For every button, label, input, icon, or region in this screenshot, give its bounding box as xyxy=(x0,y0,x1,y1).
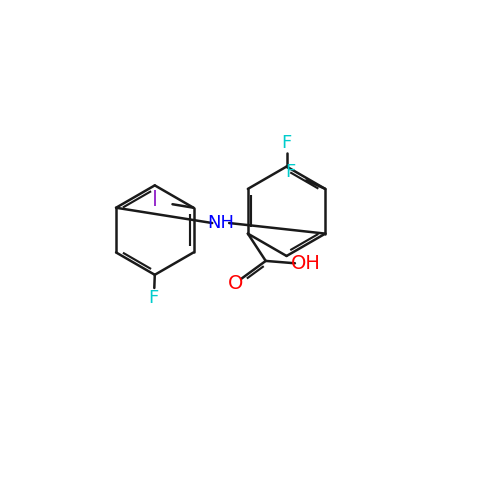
Text: OH: OH xyxy=(291,254,321,273)
Text: NH: NH xyxy=(207,214,234,232)
Text: O: O xyxy=(228,274,243,293)
Text: F: F xyxy=(148,289,159,307)
Text: I: I xyxy=(152,190,158,210)
Text: F: F xyxy=(282,135,292,152)
Text: F: F xyxy=(285,163,296,182)
